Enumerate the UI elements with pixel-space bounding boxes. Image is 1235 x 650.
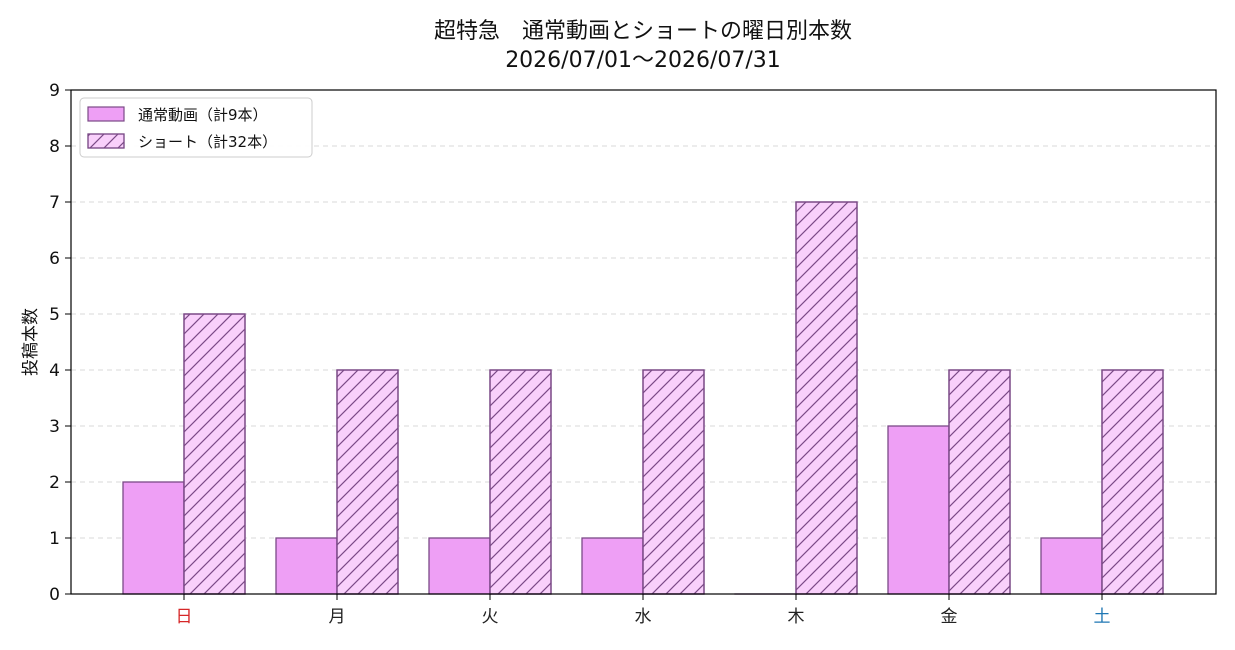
y-tick-label: 4: [49, 361, 60, 381]
y-tick-label: 1: [49, 529, 60, 549]
legend-label: 通常動画（計9本）: [138, 106, 268, 124]
bar-hatch: [183, 313, 246, 595]
x-tick-label: 金: [941, 607, 958, 627]
bar: [581, 537, 644, 595]
legend: 通常動画（計9本） ショート（計32本）: [79, 97, 313, 158]
y-tick-label: 2: [49, 473, 60, 493]
chart-title: 超特急 通常動画とショートの曜日別本数: [434, 19, 852, 44]
y-tick-label: 0: [49, 585, 60, 605]
bar-hatch: [489, 369, 552, 595]
bar-hatch: [948, 369, 1011, 595]
legend-box: [79, 97, 313, 158]
legend-swatch-hatch: [87, 133, 125, 149]
y-tick-label: 5: [49, 305, 60, 325]
x-tick-label: 日: [176, 607, 193, 627]
y-tick-label: 8: [49, 137, 60, 157]
bar: [1040, 537, 1103, 595]
bar-hatch: [642, 369, 705, 595]
x-tick-label: 土: [1094, 607, 1111, 627]
x-tick-label: 火: [482, 607, 499, 627]
bar: [122, 481, 185, 595]
bar: [887, 425, 950, 595]
bar: [275, 537, 338, 595]
y-axis-label: 投稿本数: [21, 308, 41, 376]
x-tick-label: 木: [788, 607, 805, 627]
x-tick-label: 月: [329, 607, 346, 627]
legend-swatch: [87, 106, 125, 122]
x-tick-label: 水: [635, 607, 652, 627]
y-tick-label: 7: [49, 193, 60, 213]
legend-label: ショート（計32本）: [138, 133, 277, 151]
y-tick-label: 3: [49, 417, 60, 437]
x-axis: 日月火水木金土: [176, 594, 1111, 627]
bar-hatch: [336, 369, 399, 595]
bar-hatch: [1101, 369, 1164, 595]
y-tick-label: 9: [49, 81, 60, 101]
y-axis: 0 1 2 3 4 5 6 7 8 9: [49, 81, 71, 605]
bar-hatch: [795, 201, 858, 595]
y-tick-label: 6: [49, 249, 60, 269]
bar: [428, 537, 491, 595]
chart-subtitle: 2026/07/01〜2026/07/31: [505, 48, 781, 73]
bars: [122, 201, 1164, 595]
